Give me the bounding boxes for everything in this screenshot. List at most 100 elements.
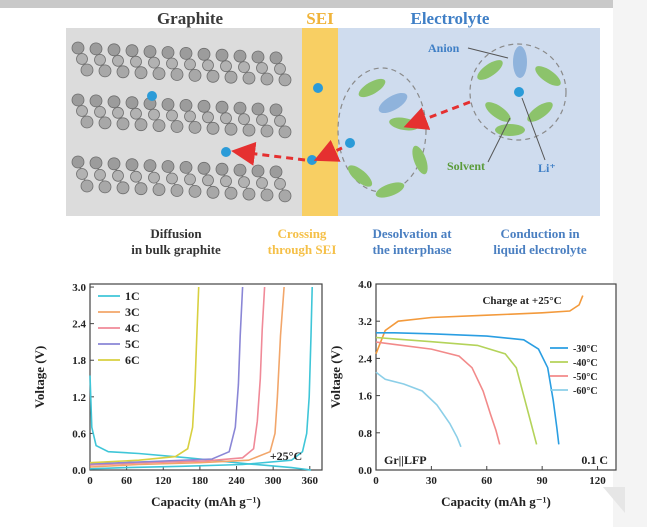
legend: 1C 3C 4C 5C 6C bbox=[98, 289, 140, 367]
y-tick-label: 4.0 bbox=[358, 280, 372, 291]
axis-ticks: 0 30 60 90 120 0.0 0.8 1.6 2.4 3.2 4.0 bbox=[358, 280, 606, 487]
carbon-atom bbox=[215, 162, 229, 176]
carbon-atom bbox=[220, 60, 232, 73]
solvent-molecule bbox=[412, 145, 428, 175]
solvent-molecule bbox=[347, 165, 373, 187]
x-tick-label: 0 bbox=[87, 475, 93, 487]
carbon-atom bbox=[94, 54, 106, 66]
series-lines bbox=[89, 286, 313, 471]
x-tick-label: 240 bbox=[228, 475, 245, 487]
y-tick-label: 0.0 bbox=[358, 465, 372, 477]
legend-label: 5C bbox=[125, 337, 140, 351]
carbon-atom bbox=[206, 69, 220, 83]
carbon-atom bbox=[107, 157, 121, 171]
sei-region bbox=[302, 28, 338, 216]
step-diffusion-line1: Diffusion bbox=[150, 226, 202, 241]
carbon-atom bbox=[224, 122, 238, 136]
carbon-atom bbox=[170, 68, 184, 81]
carbon-atom bbox=[89, 42, 103, 56]
carbon-atom bbox=[134, 66, 148, 80]
series-line-1C-discharge bbox=[89, 375, 312, 471]
carbon-atom bbox=[116, 117, 130, 131]
plot-frame bbox=[89, 283, 323, 471]
carbon-atom bbox=[197, 47, 211, 61]
series-line--60°C bbox=[375, 371, 462, 448]
series-line-5C bbox=[89, 286, 244, 465]
carbon-atom bbox=[251, 102, 265, 116]
carbon-atom bbox=[166, 57, 178, 70]
carbon-atom bbox=[269, 51, 283, 65]
carbon-atom bbox=[80, 115, 94, 129]
electrolyte-title: Electrolyte bbox=[411, 9, 490, 28]
carbon-atom bbox=[130, 55, 142, 68]
y-tick-label: 3.2 bbox=[358, 316, 372, 328]
x-tick-label: 360 bbox=[302, 475, 319, 487]
y-tick-label: 3.0 bbox=[72, 282, 86, 294]
carbon-atom bbox=[274, 63, 286, 75]
series-lines bbox=[375, 295, 584, 448]
step-desolvation-line1: Desolvation at bbox=[372, 226, 452, 241]
carbon-atom bbox=[242, 123, 256, 137]
carbon-atom bbox=[152, 183, 166, 197]
step-conduction-line1: Conduction in bbox=[500, 226, 580, 241]
graphite-layers bbox=[71, 41, 292, 203]
carbon-atom bbox=[76, 53, 88, 65]
conduction-arrow bbox=[403, 100, 471, 130]
carbon-atom bbox=[242, 71, 256, 85]
carbon-atom bbox=[80, 179, 94, 193]
y-tick-label: 2.4 bbox=[358, 353, 372, 365]
legend-label: -60°C bbox=[573, 386, 598, 397]
y-tick-label: 1.2 bbox=[72, 392, 86, 404]
solvent-molecule bbox=[527, 102, 553, 122]
legend-label: 3C bbox=[125, 305, 140, 319]
carbon-atom bbox=[143, 159, 157, 173]
solvent-molecule bbox=[535, 66, 561, 86]
carbon-atom bbox=[125, 44, 139, 58]
li-ion bbox=[345, 138, 355, 148]
li-ion bbox=[514, 87, 524, 97]
carbon-atom bbox=[233, 49, 247, 63]
y-axis-label: Voltage (V) bbox=[32, 346, 47, 409]
carbon-atom bbox=[130, 170, 142, 183]
series-line-1C bbox=[89, 286, 313, 470]
x-tick-label: 0 bbox=[373, 475, 379, 487]
carbon-atom bbox=[278, 189, 292, 203]
carbon-atom bbox=[202, 59, 214, 72]
carbon-atom bbox=[260, 124, 274, 138]
carbon-atom bbox=[148, 171, 160, 184]
solvent-molecule bbox=[477, 60, 503, 80]
solvent-molecule bbox=[358, 78, 386, 98]
carbon-atom bbox=[170, 184, 184, 197]
step-crossing-line1: Crossing bbox=[278, 226, 327, 241]
x-tick-label: 30 bbox=[426, 475, 438, 487]
legend-label: -30°C bbox=[573, 344, 598, 355]
carbon-atom bbox=[148, 108, 160, 121]
carbon-atom bbox=[130, 107, 142, 120]
carbon-atom bbox=[274, 177, 286, 190]
carbon-atom bbox=[215, 48, 229, 62]
x-tick-label: 120 bbox=[589, 475, 606, 487]
carbon-atom bbox=[206, 121, 220, 135]
anion-leader bbox=[467, 47, 509, 59]
carbon-atom bbox=[112, 54, 124, 67]
carbon-atom bbox=[116, 65, 130, 79]
rate-annotation: 0.1 C bbox=[581, 453, 608, 467]
carbon-atom bbox=[89, 94, 103, 108]
carbon-atom bbox=[116, 181, 130, 195]
carbon-atom bbox=[112, 106, 124, 119]
carbon-atom bbox=[76, 168, 88, 180]
carbon-atom bbox=[188, 184, 202, 198]
li-ion bbox=[313, 83, 323, 93]
rate-capability-chart: 0 60 120 180 240 300 360 0.0 0.6 1.2 1.8 2.4 3.0 1C 3… bbox=[32, 282, 323, 509]
x-tick-label: 120 bbox=[155, 475, 172, 487]
carbon-atom bbox=[238, 176, 250, 189]
axis-ticks: 0 60 120 180 240 300 360 0.0 0.6 1.2 1.8 2.4 3.0 bbox=[72, 282, 318, 487]
carbon-atom bbox=[256, 177, 268, 189]
solvent-molecules bbox=[347, 60, 561, 198]
sei-crossing-arrow bbox=[231, 141, 306, 166]
step-conduction-line2: liquid electrolyte bbox=[493, 242, 587, 257]
li-ion bbox=[147, 91, 157, 101]
carbon-atom bbox=[125, 158, 139, 172]
anion-molecule bbox=[513, 46, 527, 78]
